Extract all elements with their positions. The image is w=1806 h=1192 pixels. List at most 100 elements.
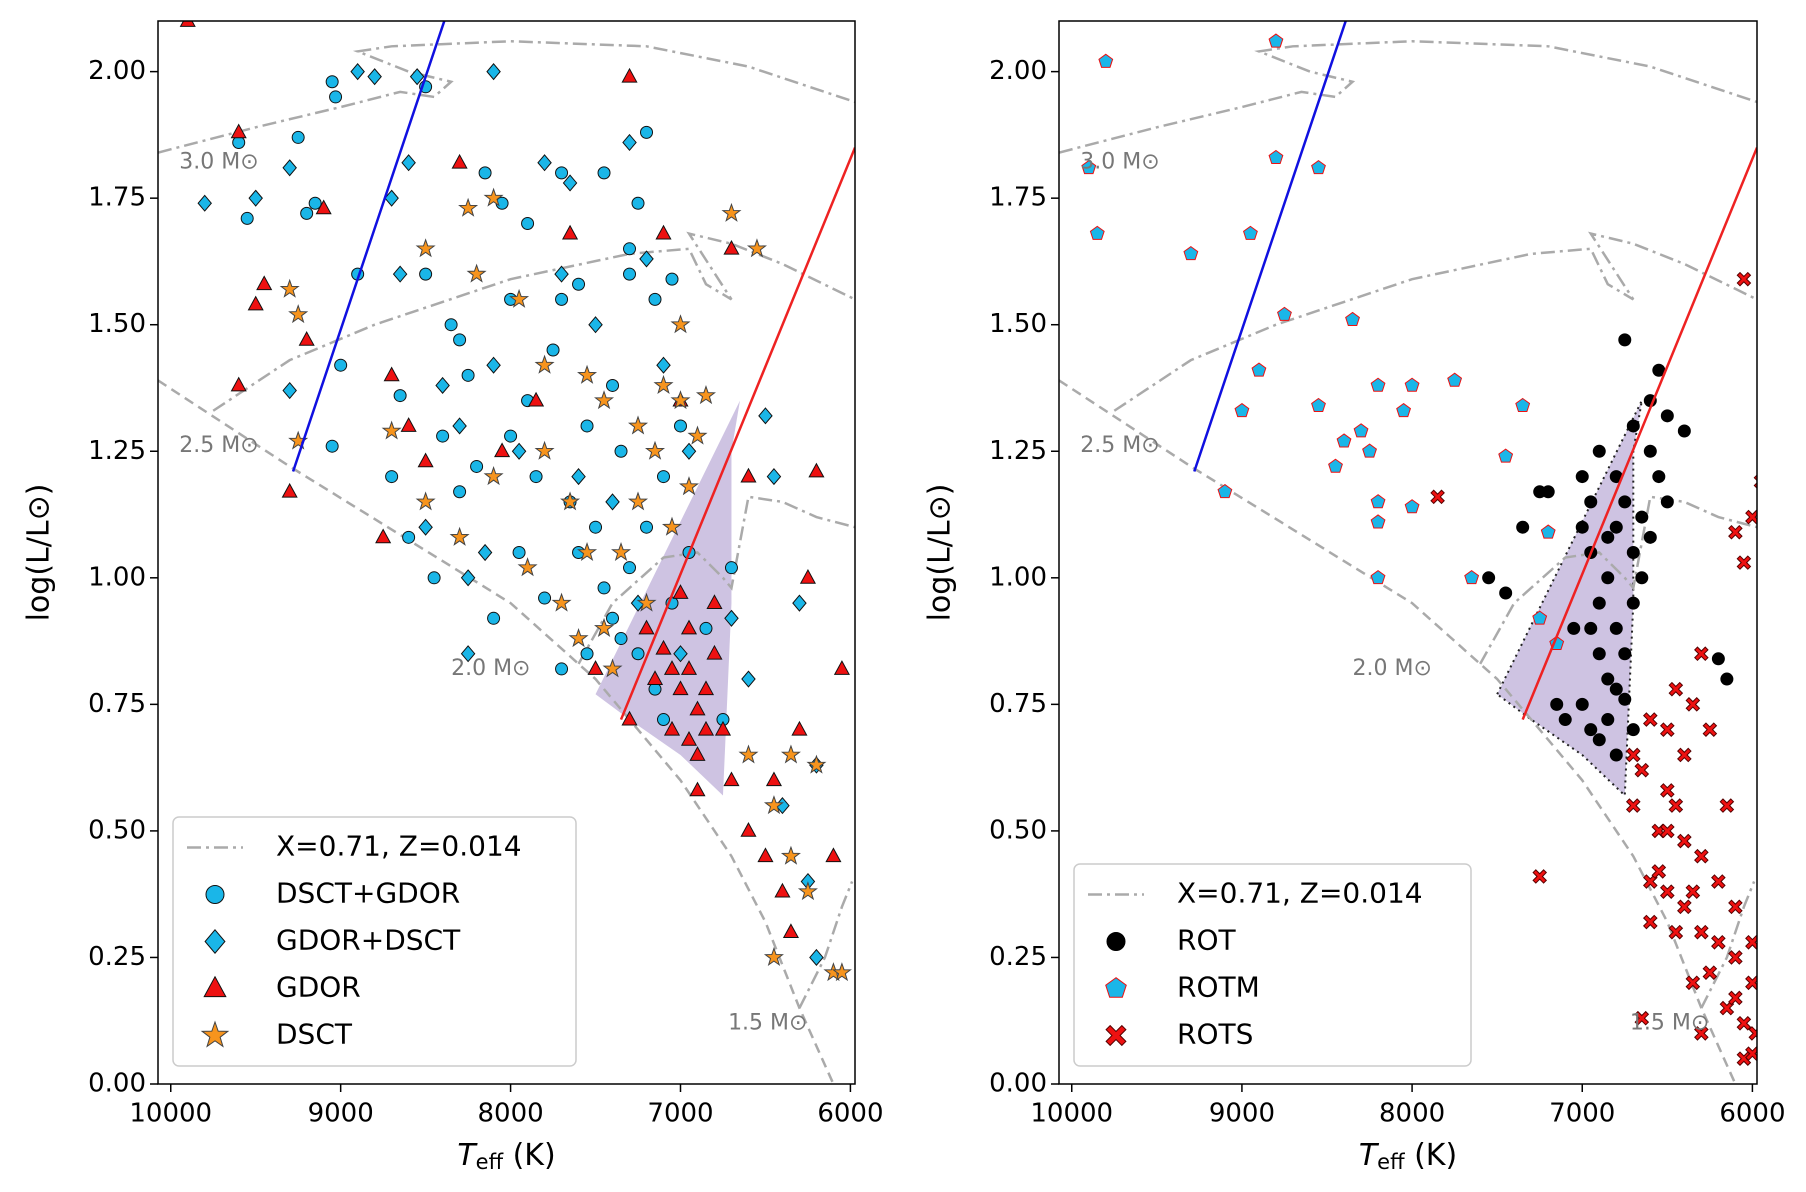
marker [483,466,504,486]
marker [1625,798,1641,813]
y-tick-label: 0.50 [989,815,1047,845]
marker [417,452,434,468]
marker [409,68,425,86]
marker [1736,271,1752,287]
axes-frame [157,20,856,1085]
marker [375,528,392,544]
marker [1728,524,1743,540]
marker [483,187,504,207]
marker [179,21,196,27]
marker [623,267,637,281]
marker [806,754,827,774]
marker [1404,499,1420,514]
marker [774,882,791,898]
marker [1430,489,1445,505]
marker [597,581,611,595]
marker [640,520,654,534]
marker [1601,530,1615,544]
marker [741,670,756,688]
legend-label: ROTS [1177,1018,1253,1051]
marker [494,442,511,458]
marker [1618,333,1632,347]
marker [308,196,322,210]
y-tick-label: 1.25 [989,436,1047,466]
marker [594,617,615,637]
marker [1353,423,1369,438]
marker [350,63,365,81]
marker [538,591,552,605]
marker [1592,444,1606,458]
marker [631,647,645,661]
marker [248,189,263,207]
marker [1736,1015,1752,1031]
marker [656,356,671,374]
marker [282,381,297,400]
marker [571,467,586,486]
x-tick-label: 8000 [477,1099,543,1129]
marker [1668,681,1684,697]
marker [460,569,476,587]
y-tick-label: 0.00 [88,1069,146,1099]
legend-box [172,816,577,1067]
x-axis-label-unit: (K) [503,1138,556,1173]
marker [232,135,246,149]
marker [680,730,698,746]
y-tick-label: 1.00 [88,562,146,592]
marker [560,491,581,511]
marker [588,316,603,334]
marker [724,609,739,627]
marker [1558,713,1572,727]
marker [1584,495,1598,509]
marker [689,700,706,716]
marker [554,265,569,283]
marker [1277,306,1292,321]
marker [1711,934,1726,950]
marker [1532,610,1548,625]
marker [521,216,535,230]
marker [453,333,467,347]
marker [621,67,638,83]
legend-marker [1105,1024,1127,1047]
marker [1217,483,1233,499]
y-tick-label: 2.00 [989,56,1047,86]
marker [1498,448,1514,463]
marker [478,166,492,180]
marker [697,720,715,736]
marker [697,680,715,696]
axes-frame [1058,20,1758,1085]
marker [766,467,782,486]
marker [577,541,598,562]
marker [529,470,543,484]
marker [1447,372,1463,387]
y-tick-label: 0.25 [88,942,146,972]
marker [1626,723,1640,737]
marker [470,459,484,473]
marker [1635,571,1649,585]
marker [418,518,433,536]
marker [1677,899,1692,915]
y-axis-label: log(L/L⊙) [923,484,958,622]
marker [568,628,589,648]
marker [512,546,526,559]
marker [639,250,654,268]
marker [325,439,339,453]
marker [1089,225,1105,240]
strip-edge [291,21,446,472]
marker [1592,596,1606,610]
marker [197,194,212,212]
track-line [1700,881,1756,1009]
marker [589,520,603,534]
x-tick-label: 9000 [1209,1099,1275,1129]
marker [509,288,530,308]
marker [279,278,300,298]
marker [606,378,620,392]
marker [1685,697,1701,712]
marker [528,391,545,407]
marker [699,621,713,635]
marker [580,647,594,661]
marker [1345,311,1360,326]
marker [1702,965,1718,980]
y-tick-label: 1.75 [88,183,146,213]
marker [1234,402,1250,418]
marker [831,962,852,982]
